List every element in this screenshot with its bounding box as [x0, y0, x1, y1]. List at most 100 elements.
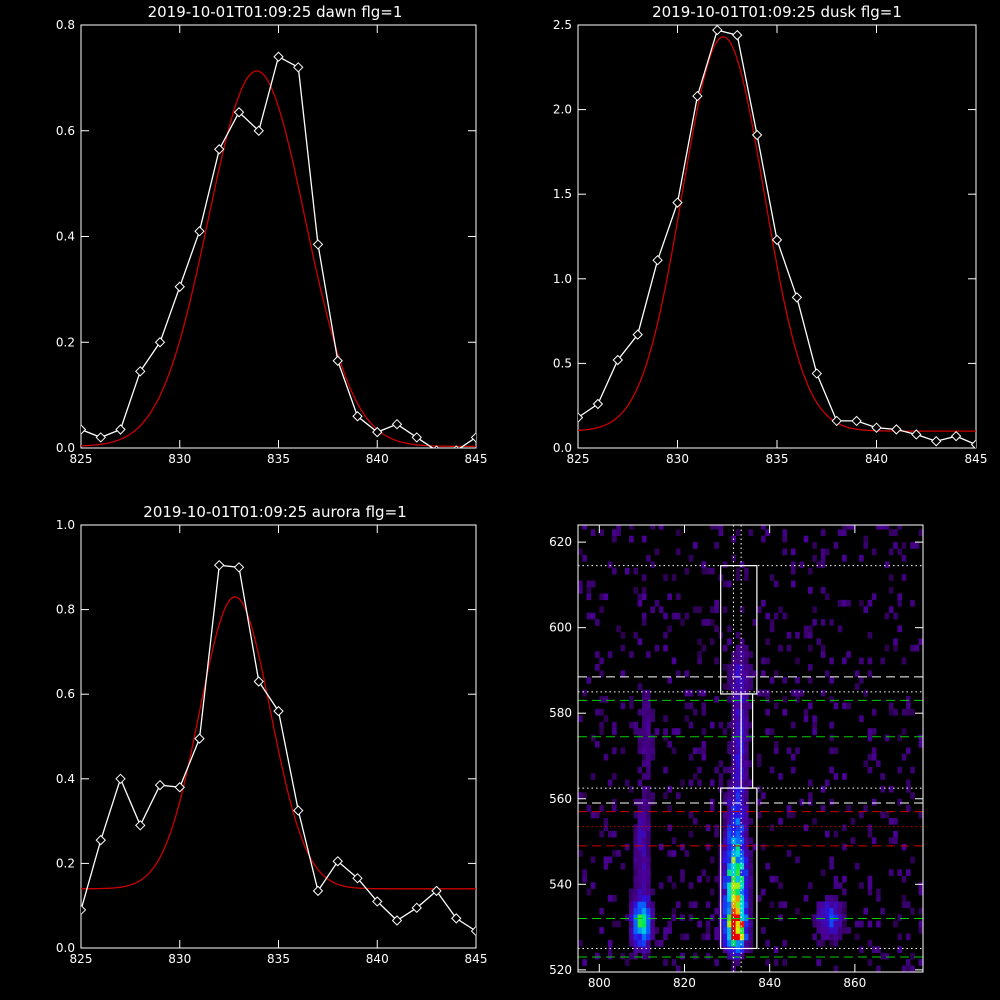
heatmap-cell — [744, 689, 749, 697]
heatmap-cell — [876, 760, 881, 767]
heatmap-cell — [842, 657, 847, 665]
spectrogram-ytick-label: 600 — [549, 621, 572, 635]
spectrogram-ytick-label: 540 — [549, 877, 572, 891]
heatmap-cell — [612, 728, 617, 735]
heatmap-cell — [744, 824, 749, 832]
heatmap-cell — [633, 927, 638, 934]
heatmap-cell — [633, 939, 638, 947]
heatmap-cell — [918, 920, 923, 928]
heatmap-cell — [833, 933, 839, 941]
heatmap-cell — [667, 805, 672, 812]
heatmap-cell — [808, 792, 813, 799]
heatmap-cell — [897, 625, 902, 633]
heatmap-cell — [735, 901, 741, 909]
heatmap-cell — [829, 696, 834, 703]
heatmap-cell — [765, 708, 770, 716]
dawn-data-point — [352, 411, 363, 422]
dusk-data-point — [831, 415, 842, 427]
heatmap-cell — [906, 785, 911, 793]
heatmap-cell — [786, 644, 792, 652]
heatmap-cell — [727, 811, 732, 819]
heatmap-cell — [641, 843, 647, 851]
heatmap-cell — [820, 927, 826, 934]
heatmap-cell — [735, 927, 741, 934]
heatmap-cell — [697, 638, 702, 646]
heatmap-cell — [722, 561, 728, 569]
heatmap-cell — [701, 644, 707, 652]
heatmap-cell — [744, 914, 749, 921]
heatmap-cell — [735, 753, 741, 761]
heatmap-cell — [710, 606, 715, 613]
heatmap-cell — [650, 914, 655, 921]
heatmap-cell — [688, 882, 694, 889]
heatmap-cell — [607, 895, 613, 902]
heatmap-cell — [756, 689, 762, 697]
heatmap-cell — [676, 792, 681, 799]
heatmap-cell — [782, 612, 787, 620]
heatmap-cell — [705, 927, 711, 934]
heatmap-cell — [650, 741, 655, 748]
heatmap-cell — [910, 599, 915, 607]
heatmap-cell — [739, 785, 745, 793]
dawn-ytick-label: 0.4 — [56, 230, 75, 244]
heatmap-cell — [646, 901, 651, 909]
aurora-ytick-label: 0.4 — [56, 772, 75, 786]
heatmap-cell — [744, 644, 749, 652]
heatmap-cell — [744, 933, 749, 941]
heatmap-cell — [735, 952, 741, 960]
heatmap-cell — [731, 939, 736, 947]
heatmap-cell — [641, 875, 647, 883]
heatmap-cell — [710, 525, 715, 530]
heatmap-cell — [816, 561, 822, 569]
heatmap-cell — [714, 599, 719, 607]
aurora-data-point — [253, 676, 264, 687]
heatmap-cell — [637, 747, 643, 755]
heatmap-cell — [820, 920, 826, 928]
heatmap-cell — [671, 882, 677, 889]
heatmap-cell — [637, 811, 643, 819]
heatmap-cell — [722, 933, 728, 941]
panel-dawn-plot: 825 830 835 840 845 0.0 0.2 0.4 0.6 0.8 — [56, 18, 488, 466]
dusk-data-point — [950, 430, 962, 442]
heatmap-cell — [722, 862, 728, 870]
heatmap-cell — [710, 798, 715, 806]
heatmap-cell — [773, 741, 779, 748]
heatmap-cell — [641, 708, 647, 716]
heatmap-cell — [727, 869, 732, 876]
heatmap-cell — [816, 959, 822, 966]
heatmap-cell — [884, 811, 890, 819]
heatmap-cell — [842, 702, 847, 710]
heatmap-cell — [718, 760, 724, 767]
heatmap-cell — [744, 728, 749, 735]
aurora-data-point — [293, 805, 304, 816]
heatmap-cell — [599, 830, 604, 838]
heatmap-cell — [744, 651, 749, 658]
heatmap-cell — [833, 875, 839, 883]
heatmap-cell — [735, 676, 741, 684]
dawn-data-point — [411, 432, 422, 443]
heatmap-cell — [701, 747, 707, 755]
heatmap-cell — [633, 850, 638, 857]
panel-spectrogram: 800 820 840 860 520 540 560 580 600 620 — [549, 524, 924, 990]
heatmap-cell — [722, 683, 728, 690]
heatmap-cell — [637, 837, 643, 844]
heatmap-cell — [756, 895, 762, 902]
heatmap-cell — [739, 689, 745, 697]
heatmap-cell — [808, 882, 813, 889]
heatmap-cell — [833, 920, 839, 928]
heatmap-cell — [829, 939, 834, 947]
heatmap-cell — [914, 542, 920, 549]
heatmap-cell — [893, 837, 898, 844]
heatmap-cell — [735, 824, 741, 832]
heatmap-cell — [667, 920, 672, 928]
heatmap-cell — [731, 696, 736, 703]
heatmap-cell — [646, 914, 651, 921]
heatmap-cell — [867, 657, 873, 665]
heatmap-cell — [641, 619, 647, 626]
dusk-data-point — [930, 436, 942, 447]
heatmap-cell — [582, 869, 587, 876]
heatmap-cell — [641, 933, 647, 941]
heatmap-cell — [590, 580, 596, 588]
heatmap-cell — [888, 708, 894, 716]
heatmap-cell — [876, 965, 881, 972]
